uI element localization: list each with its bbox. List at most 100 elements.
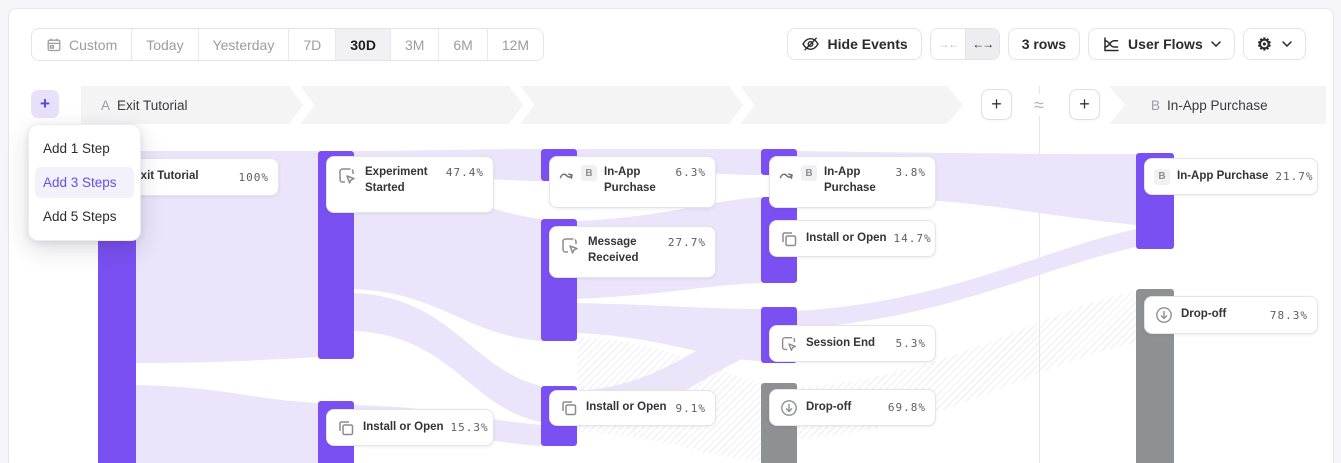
install-icon xyxy=(339,420,354,435)
date-range-label: 7D xyxy=(303,36,322,53)
eye-off-icon xyxy=(801,37,819,51)
menu-item-add-5-steps[interactable]: Add 5 Steps xyxy=(29,200,140,233)
hide-events-button[interactable]: Hide Events xyxy=(786,28,922,60)
gear-icon: ⚙ xyxy=(1256,34,1272,54)
user-flows-icon xyxy=(1104,36,1119,51)
node-value: 3.8% xyxy=(895,166,926,179)
rows-button[interactable]: 3 rows xyxy=(1007,28,1081,60)
node-value: 9.1% xyxy=(675,401,706,415)
install-icon xyxy=(562,401,577,416)
date-range-label: Custom xyxy=(69,36,118,53)
date-range-custom[interactable]: Custom xyxy=(32,29,132,60)
date-range-yesterday[interactable]: Yesterday xyxy=(197,29,289,60)
event-click-icon xyxy=(562,238,578,254)
flow-node-experiment-started[interactable]: Experiment Started 47.4% xyxy=(326,156,494,213)
node-label: Session End xyxy=(806,336,876,349)
hide-events-label: Hide Events xyxy=(827,36,908,52)
add-steps-menu: Add 1 Step Add 3 Steps Add 5 Steps xyxy=(28,124,141,241)
add-steps-button[interactable]: + xyxy=(31,90,59,118)
flow-node-install-or-open[interactable]: Install or Open 15.3% xyxy=(326,409,494,446)
flow-node-exit-tutorial[interactable]: Exit Tutorial 100% xyxy=(123,158,279,196)
flow-node-install-or-open[interactable]: Install or Open 14.7% xyxy=(769,220,936,257)
report-card: Custom Today Yesterday 7D 30D 3M 6M 12M … xyxy=(8,8,1334,463)
node-label: In-App Purchase xyxy=(1177,169,1269,182)
flow-node-session-end[interactable]: Session End 5.3% xyxy=(769,325,936,362)
view-selector-button[interactable]: User Flows xyxy=(1088,28,1235,60)
toolbar-right: Hide Events →← ←→ 3 rows User Flows ⚙ xyxy=(786,28,1306,60)
node-label: Exit Tutorial xyxy=(133,170,199,183)
expand-columns-button[interactable]: ←→ xyxy=(964,29,999,59)
node-value: 100% xyxy=(238,170,269,184)
date-range-label: 6M xyxy=(453,36,473,53)
node-label: Drop-off xyxy=(1181,308,1227,321)
add-step-after-a-button[interactable]: + xyxy=(981,89,1012,120)
menu-item-label: Add 3 Steps xyxy=(43,175,117,190)
node-label: Experiment Started xyxy=(365,166,428,194)
date-range-label: Yesterday xyxy=(212,36,275,53)
node-value: 27.7% xyxy=(667,236,706,249)
node-value: 14.7% xyxy=(893,232,932,245)
date-range-label: 30D xyxy=(350,36,376,53)
date-range-7d[interactable]: 7D xyxy=(288,29,336,60)
node-value: 6.3% xyxy=(675,166,706,179)
drop-off-icon xyxy=(1156,307,1172,323)
date-range-3m[interactable]: 3M xyxy=(389,29,439,60)
flow-jump-icon xyxy=(559,173,573,179)
chevron-down-icon xyxy=(1282,41,1292,47)
step-separator-chevron xyxy=(729,86,755,124)
plus-icon: + xyxy=(991,94,1002,114)
install-icon xyxy=(782,231,797,246)
node-label: In-App Purchase xyxy=(604,166,656,194)
flow-node-message-received[interactable]: Message Received 27.7% xyxy=(549,226,716,278)
flow-node-in-app-purchase[interactable]: B In-App Purchase 6.3% xyxy=(549,156,716,208)
node-value: 69.8% xyxy=(887,401,926,414)
date-range-12m[interactable]: 12M xyxy=(486,29,544,60)
node-label: In-App Purchase xyxy=(824,166,876,194)
step-a-badge: A xyxy=(101,97,111,113)
node-label: Install or Open xyxy=(586,401,667,414)
flow-node-install-or-open[interactable]: Install or Open 9.1% xyxy=(549,390,716,426)
collapse-columns-button[interactable]: →← xyxy=(930,29,965,59)
step-separator-chevron xyxy=(509,86,535,124)
menu-item-label: Add 5 Steps xyxy=(43,209,117,224)
date-range-label: Today xyxy=(146,36,184,53)
date-range-control: Custom Today Yesterday 7D 30D 3M 6M 12M xyxy=(31,28,545,61)
menu-item-add-1-step[interactable]: Add 1 Step xyxy=(29,132,140,165)
node-value: 47.4% xyxy=(445,166,484,179)
step-b-header[interactable]: B In-App Purchase xyxy=(1109,86,1326,124)
arrows-outward-icon: ←→ xyxy=(972,37,994,51)
section-break-symbol: ≈ xyxy=(1028,94,1050,116)
step-b-link-badge: B xyxy=(1154,168,1170,185)
node-value: 78.3% xyxy=(1269,308,1308,322)
date-range-label: 12M xyxy=(501,36,530,53)
flow-node-drop-off[interactable]: Drop-off 78.3% xyxy=(1144,296,1318,334)
column-width-control: →← ←→ xyxy=(929,28,1000,60)
flow-node-in-app-purchase[interactable]: B In-App Purchase 3.8% xyxy=(769,156,936,208)
flow-jump-icon xyxy=(779,173,793,179)
flow-node-drop-off[interactable]: Drop-off 69.8% xyxy=(769,389,936,426)
arrows-inward-icon: →← xyxy=(937,37,960,51)
flow-node-in-app-purchase[interactable]: B In-App Purchase 21.7% xyxy=(1144,158,1318,195)
step-b-link-badge: B xyxy=(581,165,597,181)
step-b-label: In-App Purchase xyxy=(1167,97,1268,113)
date-range-30d-selected[interactable]: 30D xyxy=(335,29,390,60)
node-value: 5.3% xyxy=(895,337,926,350)
node-label: Install or Open xyxy=(363,420,444,433)
step-b-link-badge: B xyxy=(801,165,817,181)
node-value: 21.7% xyxy=(1275,170,1314,183)
date-range-6m[interactable]: 6M xyxy=(438,29,487,60)
step-a-label: Exit Tutorial xyxy=(117,97,188,113)
drop-off-icon xyxy=(781,399,797,416)
menu-item-add-3-steps[interactable]: Add 3 Steps xyxy=(35,167,134,198)
step-b-badge: B xyxy=(1151,97,1161,113)
settings-button[interactable]: ⚙ xyxy=(1242,28,1306,60)
menu-item-label: Add 1 Step xyxy=(43,141,110,156)
plus-icon: + xyxy=(1079,94,1090,114)
node-label: Install or Open xyxy=(806,231,887,244)
view-selector-label: User Flows xyxy=(1128,36,1203,52)
event-click-icon xyxy=(339,168,355,184)
calendar-icon xyxy=(47,38,61,51)
add-step-before-b-button[interactable]: + xyxy=(1069,89,1100,120)
date-range-today[interactable]: Today xyxy=(131,29,198,60)
